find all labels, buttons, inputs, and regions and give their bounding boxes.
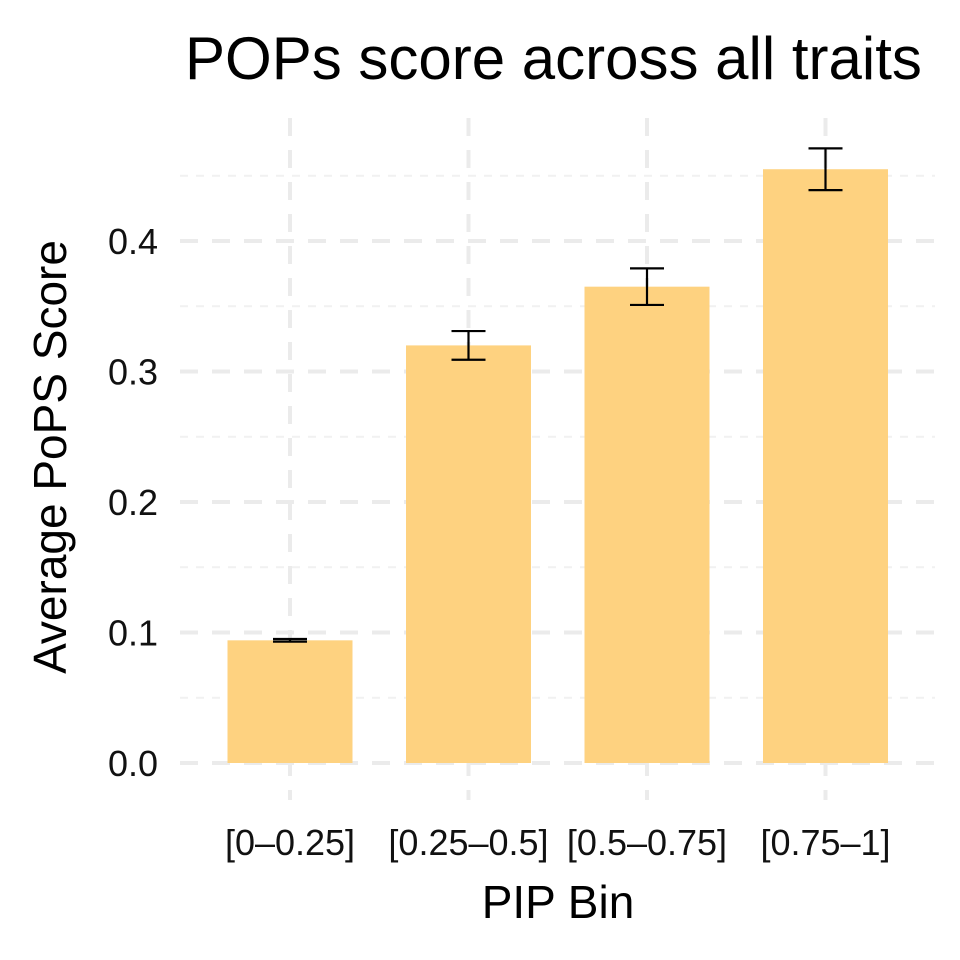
chart-title: POPs score across all traits bbox=[185, 25, 922, 92]
y-tick-label: 0.0 bbox=[108, 743, 158, 784]
y-tick-label: 0.1 bbox=[108, 613, 158, 654]
error-bars bbox=[273, 147, 843, 643]
error-bar bbox=[630, 267, 664, 307]
bar bbox=[584, 286, 710, 763]
bar bbox=[227, 640, 353, 763]
x-tick-label: [0.25–0.5] bbox=[388, 822, 548, 863]
bar bbox=[763, 169, 888, 764]
bar bbox=[406, 345, 531, 763]
error-bar bbox=[451, 329, 486, 361]
x-tick-label: [0–0.25] bbox=[225, 822, 355, 863]
x-tick-label: [0.5–0.75] bbox=[567, 822, 727, 863]
error-bar bbox=[808, 147, 843, 192]
y-axis-title: Average PoPS Score bbox=[24, 240, 76, 674]
y-tick-label: 0.4 bbox=[108, 221, 158, 262]
x-axis-title: PIP Bin bbox=[482, 876, 635, 928]
x-tick-label: [0.75–1] bbox=[760, 822, 890, 863]
error-bar bbox=[273, 637, 307, 643]
y-axis-ticks: 0.0 0.1 0.2 0.3 0.4 bbox=[108, 221, 158, 784]
y-tick-label: 0.2 bbox=[108, 482, 158, 523]
bars bbox=[227, 169, 888, 764]
x-axis-ticks: [0–0.25] [0.25–0.5] [0.5–0.75] [0.75–1] bbox=[225, 822, 891, 863]
y-tick-label: 0.3 bbox=[108, 352, 158, 393]
